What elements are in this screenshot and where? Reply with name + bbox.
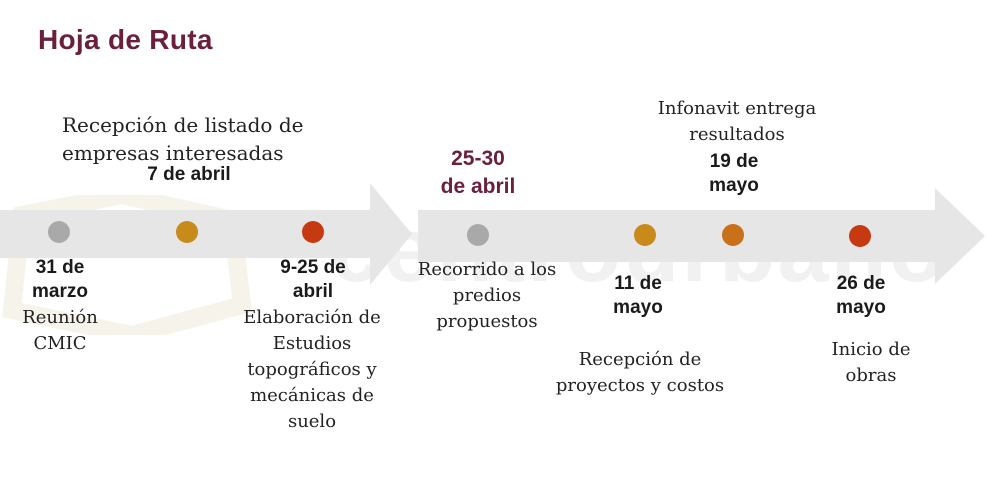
milestone-3-description: Elaboración de Estudios topográficos y mecá…	[243, 307, 381, 432]
milestone-4-description: Recorrido a los predios propuestos	[417, 259, 557, 332]
milestone-7-date: 26 de mayo	[836, 273, 886, 318]
timeline-arrow-left	[0, 183, 412, 285]
milestone-5-date: 11 de mayo	[613, 273, 663, 318]
milestone-2-date: 7 de abril	[147, 164, 231, 185]
timeline-arrow-right	[418, 188, 985, 284]
milestone-dot-2	[176, 221, 198, 243]
milestone-6-description: Infonavit entrega resultados	[657, 98, 817, 145]
milestone-dot-6	[722, 224, 744, 246]
milestone-5-description: Recepción de proyectos y costos	[555, 349, 725, 396]
milestone-1-description: Reunión CMIC	[22, 307, 98, 354]
milestone-dot-1	[48, 221, 70, 243]
milestone-dot-3	[302, 221, 324, 243]
milestone-1-date: 31 de marzo	[32, 257, 88, 302]
milestone-dot-4	[467, 224, 489, 246]
page-title: Hoja de Ruta	[38, 24, 213, 55]
milestone-6-date: 19 de mayo	[709, 151, 759, 196]
milestone-7-description: Inicio de obras	[831, 339, 911, 386]
milestone-dot-5	[634, 224, 656, 246]
milestone-2-description: Recepción de listado de empresas interesa…	[62, 113, 304, 165]
milestone-dot-7	[849, 225, 871, 247]
milestone-4-date: 25-30 de abril	[440, 147, 516, 198]
milestone-3-date: 9-25 de abril	[280, 257, 346, 302]
watermark-logo-icon	[2, 185, 252, 345]
